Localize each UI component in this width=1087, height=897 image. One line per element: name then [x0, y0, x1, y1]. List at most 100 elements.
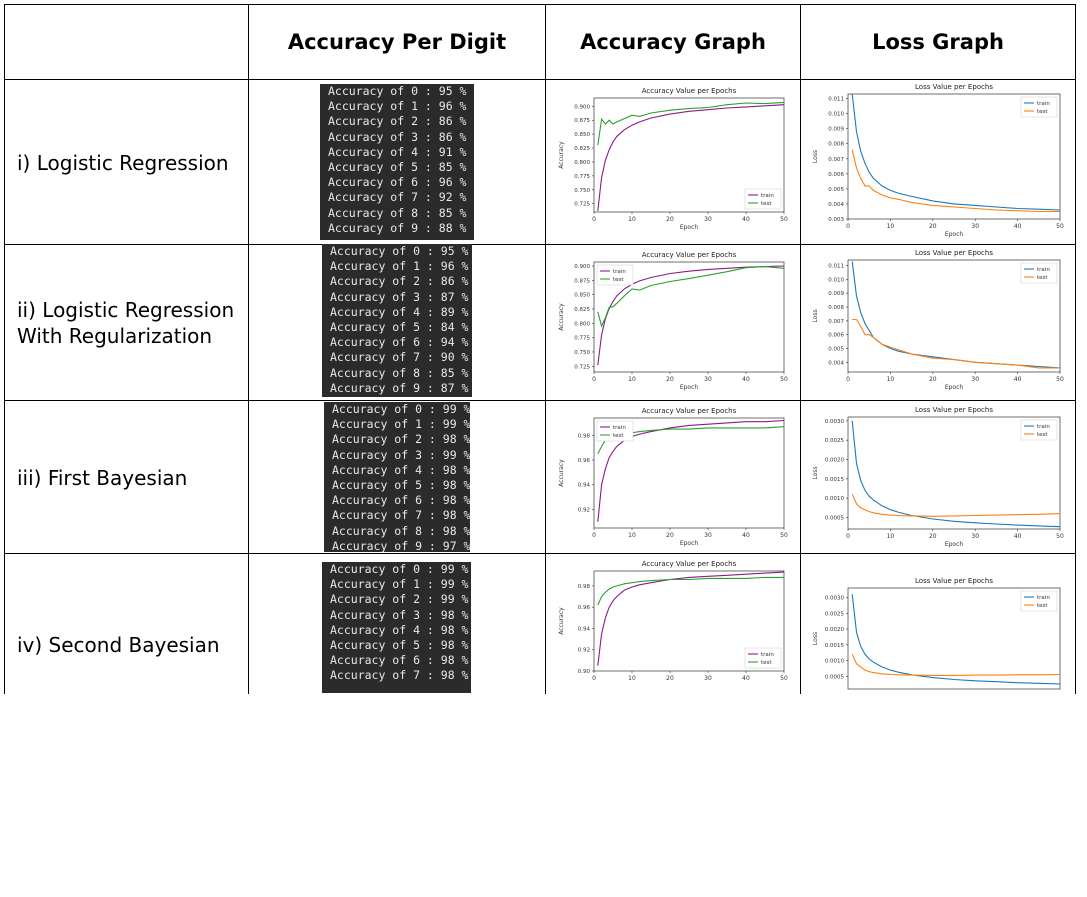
x-axis-label: Epoch	[945, 384, 964, 391]
y-tick-label: 0.0005	[825, 674, 845, 680]
digit-accuracy-line: Accuracy of 8 : 85 %	[328, 205, 467, 220]
legend-label: train	[1037, 424, 1050, 430]
column-divider	[800, 4, 801, 694]
x-tick-label: 40	[1014, 533, 1022, 540]
y-tick-label: 0.011	[828, 264, 844, 270]
digit-accuracy-line: Accuracy of 5 : 85 %	[328, 159, 467, 174]
chart-title: Accuracy Value per Epochs	[642, 560, 737, 568]
y-tick-label: 0.800	[574, 321, 590, 327]
y-tick-label: 0.750	[574, 350, 590, 356]
digit-accuracy-line: Accuracy of 0 : 99 %	[330, 562, 469, 576]
y-tick-label: 0.010	[828, 112, 844, 118]
digit-accuracy-line: Accuracy of 9 : 88 %	[328, 220, 467, 235]
digit-accuracy-line: Accuracy of 2 : 99 %	[330, 592, 469, 607]
y-tick-label: 0.775	[574, 336, 590, 342]
y-tick-label: 0.775	[574, 174, 590, 180]
chart-accuracy: Accuracy Value per Epochs 0 10 20 30 40 50 0.90…	[558, 560, 788, 682]
y-tick-label: 0.010	[828, 277, 844, 283]
digit-accuracy-line: Accuracy of 6 : 98 %	[332, 493, 470, 508]
legend-box	[596, 264, 634, 286]
x-tick-label: 40	[742, 532, 750, 539]
y-tick-label: 0.900	[574, 264, 590, 270]
x-tick-label: 50	[780, 216, 788, 223]
y-tick-label: 0.0005	[825, 515, 845, 521]
legend-box	[1020, 262, 1058, 284]
digit-accuracy-line: Accuracy of 0 : 99 %	[332, 402, 470, 416]
legend-box	[744, 647, 782, 669]
digit-accuracy-line: Accuracy of 9 : 97 %	[332, 538, 470, 552]
y-tick-label: 0.008	[828, 142, 844, 148]
x-tick-label: 0	[846, 223, 850, 230]
chart-accuracy: Accuracy Value per Epochs 0 10 20 30 40 50 0.92…	[558, 407, 788, 547]
series-line-train	[851, 594, 1061, 685]
x-tick-label: 20	[666, 216, 674, 223]
x-axis-label: Epoch	[945, 541, 964, 548]
x-tick-label: 20	[666, 532, 674, 539]
y-tick-label: 0.0020	[825, 457, 845, 463]
y-tick-label: 0.92	[578, 648, 590, 654]
y-tick-label: 0.005	[828, 346, 844, 352]
digit-accuracy-line: Accuracy of 5 : 98 %	[332, 477, 470, 492]
digit-accuracy-line: Accuracy of 1 : 96 %	[328, 99, 467, 114]
legend-label: train	[761, 193, 774, 199]
column-divider	[545, 4, 546, 694]
digit-accuracy-line: Accuracy of 1 : 96 %	[330, 259, 469, 274]
series-line-train	[597, 419, 785, 522]
x-tick-label: 50	[1056, 533, 1064, 540]
legend-box	[1020, 419, 1058, 441]
series-line-test	[851, 149, 1060, 213]
x-tick-label: 10	[628, 376, 636, 383]
y-tick-label: 0.0030	[825, 419, 845, 425]
y-tick-label: 0.94	[578, 483, 591, 489]
digit-accuracy-line: Accuracy of 6 : 98 %	[330, 653, 469, 668]
x-tick-label: 10	[628, 675, 636, 682]
x-tick-label: 50	[780, 675, 788, 682]
y-tick-label: 0.009	[828, 291, 844, 297]
chart-title: Loss Value per Epochs	[915, 406, 993, 414]
legend-label: test	[761, 201, 772, 207]
y-tick-label: 0.825	[574, 146, 590, 152]
digit-accuracy-line: Accuracy of 3 : 99 %	[332, 447, 470, 462]
digit-accuracy-line: Accuracy of 2 : 86 %	[330, 274, 469, 289]
row-label-logistic-regularization: ii) Logistic Regression With Regularizat…	[17, 297, 234, 349]
y-tick-label: 0.94	[578, 626, 591, 632]
y-tick-label: 0.006	[828, 333, 844, 339]
digit-accuracy-line: Accuracy of 0 : 95 %	[328, 84, 467, 98]
x-tick-label: 10	[887, 223, 895, 230]
series-line-test	[597, 576, 784, 606]
legend-box	[1020, 96, 1058, 118]
x-tick-label: 40	[1014, 376, 1022, 383]
x-tick-label: 0	[846, 533, 850, 540]
x-tick-label: 20	[666, 675, 674, 682]
digit-accuracy-line: Accuracy of 8 : 98 %	[332, 523, 470, 538]
digit-accuracy-line: Accuracy of 4 : 98 %	[330, 622, 469, 637]
digit-accuracy-line: Accuracy of 9 : 87 %	[330, 380, 469, 395]
y-tick-label: 0.96	[578, 605, 591, 611]
chart-title: Loss Value per Epochs	[915, 249, 993, 257]
legend-label: test	[761, 660, 772, 666]
table-border-right	[1075, 4, 1076, 694]
digit-accuracy-line: Accuracy of 7 : 90 %	[330, 350, 469, 365]
digit-accuracy-line: Accuracy of 4 : 91 %	[328, 144, 467, 159]
digit-accuracy-line: Accuracy of 5 : 84 %	[330, 319, 469, 334]
row-label-line: With Regularization	[17, 324, 213, 348]
y-tick-label: 0.725	[574, 364, 590, 370]
y-axis-label: Accuracy	[558, 607, 565, 635]
x-tick-label: 30	[704, 216, 712, 223]
digit-accuracy-line: Accuracy of 3 : 87 %	[330, 289, 469, 304]
y-tick-label: 0.008	[828, 305, 844, 311]
y-tick-label: 0.007	[828, 319, 844, 325]
y-tick-label: 0.005	[828, 187, 844, 193]
x-tick-label: 10	[628, 216, 636, 223]
digit-accuracy-line: Accuracy of 7 : 98 %	[330, 668, 469, 683]
y-tick-label: 0.850	[574, 293, 590, 299]
legend-label: train	[1037, 101, 1050, 107]
y-tick-label: 0.0015	[825, 477, 845, 483]
y-tick-label: 0.900	[574, 104, 590, 110]
x-tick-label: 20	[929, 223, 937, 230]
row-label-line: iv) Second Bayesian	[17, 633, 220, 657]
legend-box	[1020, 590, 1058, 612]
legend-label: train	[1037, 267, 1050, 273]
y-axis-label: Loss	[812, 466, 819, 479]
y-tick-label: 0.0025	[825, 611, 845, 617]
